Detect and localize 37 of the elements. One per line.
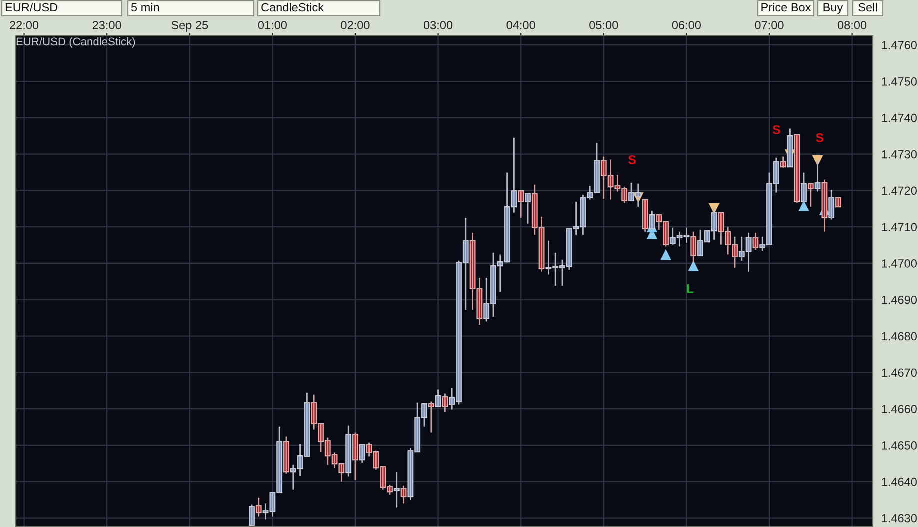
text: CandleStick bbox=[262, 3, 324, 12]
x-tick-label: 06:00 bbox=[672, 21, 702, 30]
y-tick-label: 1.4720 bbox=[882, 186, 917, 196]
text: Sell bbox=[858, 3, 878, 12]
text: EUR/USD bbox=[6, 3, 58, 12]
y-tick-label: 1.4730 bbox=[882, 150, 917, 159]
y-tick-label: 1.4650 bbox=[882, 442, 917, 450]
y-tick-label: 1.4690 bbox=[882, 296, 917, 304]
text: Price Box bbox=[762, 3, 812, 12]
y-tick-label: 1.4670 bbox=[882, 368, 917, 378]
y-tick-label: 1.4630 bbox=[882, 514, 917, 523]
y-tick-label: 1.4640 bbox=[882, 478, 917, 486]
x-tick-label: 04:00 bbox=[506, 21, 536, 30]
y-tick-label: 1.4680 bbox=[882, 332, 917, 341]
x-tick-label: Sep 25 bbox=[172, 21, 208, 32]
annotation: S bbox=[628, 155, 636, 164]
y-tick-label: 1.4660 bbox=[882, 405, 917, 414]
chart-title: EUR/USD (CandleStick) bbox=[16, 37, 136, 48]
x-tick-label: 23:00 bbox=[92, 21, 122, 30]
x-tick-label: 03:00 bbox=[424, 21, 453, 30]
annotation: S bbox=[772, 125, 780, 134]
x-tick-label: 08:00 bbox=[838, 21, 867, 30]
y-tick-label: 1.4710 bbox=[882, 223, 917, 232]
x-tick-label: 07:00 bbox=[755, 21, 784, 30]
annotation: L bbox=[687, 284, 694, 294]
y-tick-label: 1.4750 bbox=[882, 78, 917, 86]
y-tick-label: 1.4740 bbox=[882, 114, 917, 122]
text: Buy bbox=[824, 3, 844, 14]
x-tick-label: 01:00 bbox=[258, 21, 287, 30]
y-tick-label: 1.4700 bbox=[882, 260, 917, 268]
x-tick-label: 05:00 bbox=[590, 21, 618, 30]
annotation: S bbox=[816, 133, 824, 142]
text: 5 min bbox=[131, 3, 160, 12]
x-tick-label: 02:00 bbox=[341, 21, 370, 30]
y-tick-label: 1.4760 bbox=[882, 41, 917, 50]
x-tick-label: 22:00 bbox=[10, 21, 39, 30]
candlestick bbox=[836, 197, 842, 208]
